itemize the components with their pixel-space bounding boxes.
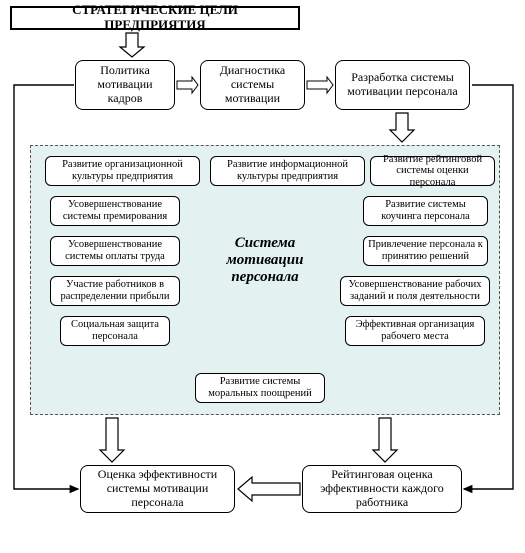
panel-left-1: Усовершенствование системы премирования — [50, 196, 180, 226]
panel-left-3: Участие работников в распределении прибы… — [50, 276, 180, 306]
panel-top-center: Развитие информационной культуры предпри… — [210, 156, 365, 186]
panel-left-2-text: Усовершенствование системы оплаты труда — [54, 239, 176, 262]
panel-right-4: Эффективная организация рабочего места — [345, 316, 485, 346]
panel-left-0-text: Развитие организационной культуры предпр… — [49, 159, 196, 182]
panel-left-0: Развитие организационной культуры предпр… — [45, 156, 200, 186]
panel-right-3: Усовершенствование рабочих заданий и пол… — [340, 276, 490, 306]
panel-bottom-center: Развитие системы моральных поощрений — [195, 373, 325, 403]
arrow-panel-to-rating — [373, 418, 397, 462]
arrow-title-to-policy — [120, 33, 144, 57]
panel-right-0-text: Развитие рейтинговой системы оценки перс… — [374, 154, 491, 189]
panel-right-1-text: Развитие системы коучинга персонала — [367, 199, 484, 222]
arrow-policy-to-diag — [177, 77, 198, 93]
panel-left-3-text: Участие работников в распределении прибы… — [54, 279, 176, 302]
box-diagnostics-text: Диагностика системы мотивации — [205, 64, 300, 105]
arrow-diag-to-dev — [307, 77, 333, 93]
title-box: СТРАТЕГИЧЕСКИЕ ЦЕЛИ ПРЕДПРИЯТИЯ — [10, 6, 300, 30]
panel-center-text: Система мотивации персонала — [227, 235, 304, 285]
box-policy: Политика мотивации кадров — [75, 60, 175, 110]
arrow-panel-to-eval — [100, 418, 124, 462]
box-policy-text: Политика мотивации кадров — [80, 64, 170, 105]
title-text: СТРАТЕГИЧЕСКИЕ ЦЕЛИ ПРЕДПРИЯТИЯ — [20, 3, 290, 33]
arrow-dev-to-panel — [390, 113, 414, 142]
panel-top-center-text: Развитие информационной культуры предпри… — [214, 159, 361, 182]
panel-right-4-text: Эффективная организация рабочего места — [349, 319, 481, 342]
panel-left-4: Социальная защита персонала — [60, 316, 170, 346]
panel-right-1: Развитие системы коучинга персонала — [363, 196, 488, 226]
box-eval-system-text: Оценка эффективности системы мотивации п… — [85, 468, 230, 509]
panel-right-2: Привлечение персонала к принятию решений — [363, 236, 488, 266]
panel-left-1-text: Усовершенствование системы премирования — [54, 199, 176, 222]
box-development-text: Разработка системы мотивации персонала — [340, 71, 465, 99]
box-rating-eval-text: Рейтинговая оценка эффективности каждого… — [307, 468, 457, 509]
panel-right-2-text: Привлечение персонала к принятию решений — [367, 239, 484, 262]
box-diagnostics: Диагностика системы мотивации — [200, 60, 305, 110]
box-eval-system: Оценка эффективности системы мотивации п… — [80, 465, 235, 513]
panel-center-label: Система мотивации персонала — [210, 235, 320, 286]
box-rating-eval: Рейтинговая оценка эффективности каждого… — [302, 465, 462, 513]
panel-bottom-center-text: Развитие системы моральных поощрений — [199, 376, 321, 399]
panel-right-3-text: Усовершенствование рабочих заданий и пол… — [344, 279, 486, 302]
panel-left-4-text: Социальная защита персонала — [64, 319, 166, 342]
arrow-rating-to-eval — [238, 477, 300, 501]
panel-left-2: Усовершенствование системы оплаты труда — [50, 236, 180, 266]
box-development: Разработка системы мотивации персонала — [335, 60, 470, 110]
panel-right-0: Развитие рейтинговой системы оценки перс… — [370, 156, 495, 186]
